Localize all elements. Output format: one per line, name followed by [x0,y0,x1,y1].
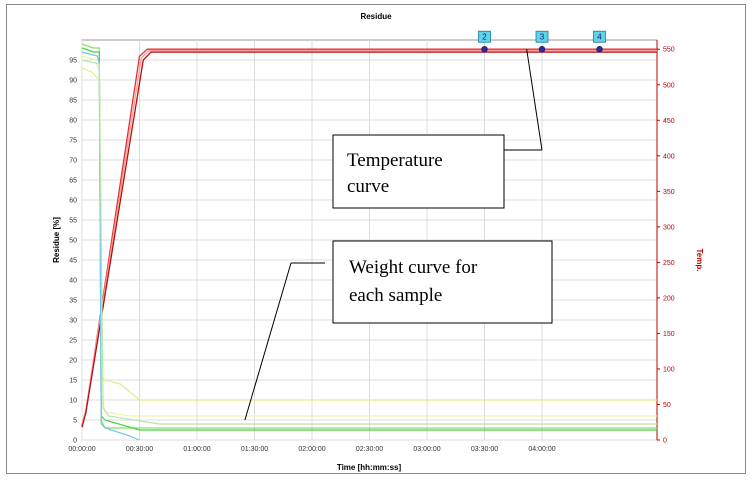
y-tick-label: 85 [69,98,77,105]
y-tick-label: 90 [69,78,77,85]
marker-badge [478,30,491,43]
temperature-callout-line2: curve [347,176,389,197]
y-tick-label: 55 [69,218,77,225]
series-layer [81,43,657,441]
y2-tick-label: 50 [663,402,671,409]
grid [81,40,657,441]
y2-tick-label: 450 [663,118,675,125]
temperature-callout-box [332,134,505,209]
marker-point [538,45,546,53]
marker-badge [535,30,549,43]
y2-tick-label: 0 [663,438,667,445]
y-tick-label: 5 [73,418,77,425]
x-axis-label: Time [hh:mm:ss] [337,463,402,472]
y-tick-label: 60 [69,198,77,205]
weight-callout-line2: each sample [349,285,442,306]
y-tick-label: 95 [69,58,77,65]
y2-tick-label: 250 [663,260,675,267]
y2-tick-label: 150 [663,331,675,338]
chart-frame: Residue 00:00:00 00:30:00 01:00:00 01:30:00… [6,4,746,474]
x-tick-label: 03:00:00 [413,446,440,453]
y2-tick-label: 300 [663,224,675,231]
marker-point [481,45,488,53]
markers-layer: 2 3 4 [478,30,606,53]
y-tick-label: 15 [69,378,77,385]
chart-title: Residue [360,12,392,21]
y-tick-label: 35 [69,298,77,305]
y2-tick-label: 350 [663,189,675,196]
series-line [81,50,657,425]
y-tick-label: 50 [69,238,77,245]
x-tick-label: 02:00:00 [298,446,325,453]
y2-tick-label: 500 [663,82,675,89]
x-tick-label: 04:00:00 [528,446,555,453]
y-tick-labels: 0 5 10 15 20 25 30 35 40 45 50 55 60 65 70 75 80 85 90 95 [69,58,77,445]
x-tick-label: 01:00:00 [183,446,210,453]
marker-label: 2 [482,33,487,42]
marker-point [596,45,603,53]
y2-axis-label: Temp. [695,249,704,272]
marker-label: 3 [540,33,545,42]
x-tick-label: 00:00:00 [68,446,95,453]
series-line [81,51,140,441]
x-tick-label: 03:30:00 [471,446,498,453]
y2-tick-label: 100 [663,366,675,373]
series-line [81,59,657,425]
y-tick-label: 70 [69,158,77,165]
annotations-layer: Temperature curve Weight curve for each sam… [244,49,553,421]
x-tick-label: 01:30:00 [241,446,268,453]
temperature-callout-line1: Temperature [347,150,443,171]
marker-label: 4 [597,33,602,42]
y-tick-label: 65 [69,178,77,185]
callout-leader [526,49,543,151]
y-tick-label: 20 [69,358,77,365]
y2-tick-label: 550 [663,47,675,54]
y-tick-label: 80 [69,118,77,125]
y2-tick-labels: 0 50 100 150 200 250 300 350 400 450 500 550 [656,40,675,445]
y-tick-label: 40 [69,278,77,285]
x-tick-labels: 00:00:00 00:30:00 01:00:00 01:30:00 02:00:00… [68,446,555,453]
marker-badge [593,30,606,43]
weight-callout-box [332,240,553,324]
x-tick-label: 02:30:00 [356,446,383,453]
y-tick-label: 0 [73,438,77,445]
weight-callout-line1: Weight curve for [349,257,478,278]
x-tick-label: 00:30:00 [126,446,153,453]
y-tick-label: 75 [69,138,77,145]
residue-chart: Residue 00:00:00 00:30:00 01:00:00 01:30:00… [52,12,704,472]
y-tick-label: 30 [69,318,77,325]
series-line [81,51,657,428]
y-tick-label: 45 [69,258,77,265]
y-axis-label: Residue [%] [52,217,61,263]
y2-tick-label: 400 [663,153,675,160]
y-tick-label: 10 [69,398,77,405]
y2-tick-label: 200 [663,295,675,302]
y-tick-label: 25 [69,338,77,345]
callout-leader [244,262,292,421]
